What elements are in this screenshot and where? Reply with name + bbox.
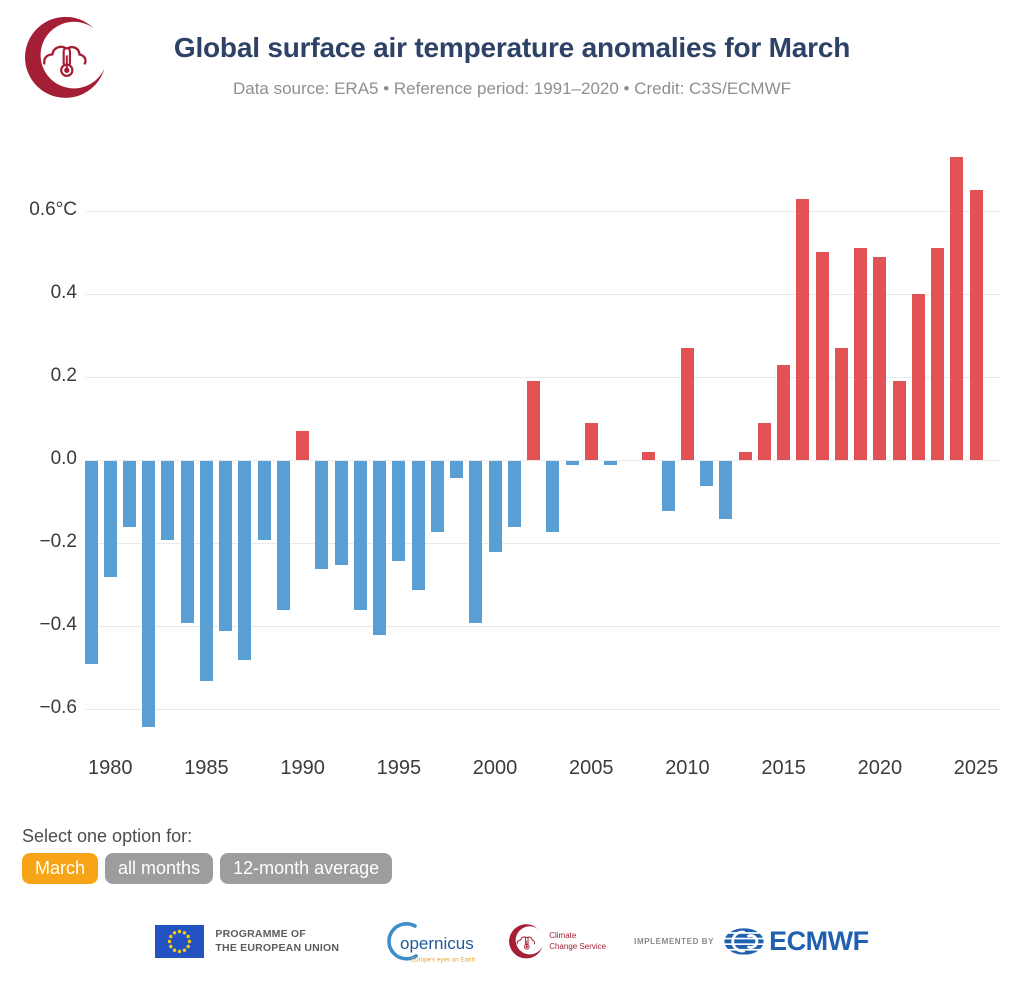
bar-2000[interactable] — [488, 461, 502, 552]
bar-1992[interactable] — [334, 461, 348, 565]
c3s-footer-icon — [507, 923, 545, 961]
bar-1987[interactable] — [238, 461, 252, 660]
bar-2012[interactable] — [719, 461, 733, 519]
bar-2001[interactable] — [507, 461, 521, 527]
bar-2002[interactable] — [527, 381, 541, 460]
bar-1991[interactable] — [315, 461, 329, 569]
bar-1988[interactable] — [257, 461, 271, 540]
x-axis-tick-label: 2025 — [953, 757, 999, 779]
controls: Select one option for: March all months … — [22, 826, 1024, 884]
footer-logos: PROGRAMME OF THE EUROPEAN UNION opernicu… — [0, 918, 1024, 965]
gridline — [86, 294, 1000, 295]
bar-chart: 0.6°C 0.4 0.2 0.0 −0.2 −0.4 −0.6 1980 1985 1990 19… — [29, 146, 1000, 779]
y-axis-tick-label: −0.6 — [39, 696, 77, 718]
bar-1999[interactable] — [469, 461, 483, 623]
bar-1995[interactable] — [392, 461, 406, 561]
bar-2024[interactable] — [950, 157, 964, 460]
c3s-footer-logo: Climate Change Service — [507, 923, 606, 961]
x-axis-tick-label: 2000 — [472, 757, 518, 779]
y-axis-tick-label: 0.0 — [50, 447, 77, 469]
option-12-month-average[interactable]: 12-month average — [220, 853, 393, 884]
ecmwf-logo: ECMWF — [723, 926, 869, 957]
eu-programme-label: PROGRAMME OF THE EUROPEAN UNION — [215, 927, 340, 954]
c3s-footer-label: Climate Change Service — [549, 930, 607, 951]
bar-1989[interactable] — [276, 461, 290, 610]
bar-1993[interactable] — [353, 461, 367, 610]
option-all-months[interactable]: all months — [105, 853, 214, 884]
bar-2021[interactable] — [892, 381, 906, 460]
x-axis-tick-label: 2015 — [761, 757, 806, 779]
ecmwf-label: ECMWF — [769, 926, 869, 956]
x-axis-tick-label: 1995 — [376, 757, 422, 779]
option-chips: March all months 12-month average — [22, 853, 1024, 884]
bar-1982[interactable] — [142, 461, 156, 727]
x-axis-tick-label: 1985 — [184, 757, 229, 779]
bar-2008[interactable] — [642, 452, 656, 460]
bar-2025[interactable] — [969, 190, 983, 460]
bar-2014[interactable] — [757, 423, 771, 460]
bar-1994[interactable] — [373, 461, 387, 635]
bar-2004[interactable] — [565, 461, 579, 465]
bar-1998[interactable] — [450, 461, 464, 478]
bar-1979[interactable] — [84, 461, 98, 664]
bar-2011[interactable] — [700, 461, 714, 486]
y-axis-tick-label: −0.4 — [39, 613, 77, 635]
bar-2003[interactable] — [546, 461, 560, 532]
y-axis-tick-label: 0.2 — [50, 364, 77, 386]
x-axis-tick-label: 1980 — [87, 757, 133, 779]
x-axis-tick-label: 2005 — [568, 757, 614, 779]
bar-1990[interactable] — [296, 431, 310, 460]
gridline — [86, 211, 1000, 212]
gridline — [86, 377, 1000, 378]
svg-text:Europe's eyes on Earth: Europe's eyes on Earth — [411, 957, 476, 964]
header: Global surface air temperature anomalies… — [0, 0, 1024, 146]
y-axis-tick-label: −0.2 — [39, 530, 77, 552]
page-title: Global surface air temperature anomalies… — [173, 32, 851, 63]
x-axis-tick-label: 2020 — [857, 757, 903, 779]
y-axis-tick-label: 0.6°C — [29, 198, 77, 220]
bar-1986[interactable] — [219, 461, 233, 631]
bar-2022[interactable] — [911, 294, 925, 460]
bar-2015[interactable] — [777, 365, 791, 460]
bar-2023[interactable] — [931, 248, 945, 460]
implemented-by-label: IMPLEMENTED BY — [634, 937, 715, 946]
bar-2013[interactable] — [738, 452, 752, 460]
bar-1980[interactable] — [103, 461, 117, 577]
y-axis-tick-label: 0.4 — [50, 281, 77, 303]
bar-1985[interactable] — [199, 461, 213, 681]
eu-flag-icon — [155, 925, 205, 958]
gridline — [86, 626, 1000, 627]
controls-label: Select one option for: — [22, 826, 193, 846]
bar-2010[interactable] — [680, 348, 694, 460]
bar-2020[interactable] — [873, 257, 887, 460]
eu-stars — [168, 929, 192, 954]
gridline — [86, 709, 1000, 710]
gridline — [86, 543, 1000, 544]
bar-2006[interactable] — [603, 461, 617, 465]
bar-2016[interactable] — [796, 199, 810, 460]
bar-1981[interactable] — [122, 461, 136, 527]
copernicus-logo: opernicus Europe's eyes on Earth — [387, 922, 476, 964]
bar-2005[interactable] — [584, 423, 598, 460]
bar-2009[interactable] — [661, 461, 675, 511]
bar-1983[interactable] — [161, 461, 175, 540]
x-axis-tick-label: 2010 — [665, 757, 710, 779]
ecmwf-emblem-icon — [724, 928, 764, 955]
gridline — [86, 460, 1000, 461]
bar-2018[interactable] — [834, 348, 848, 460]
svg-text:opernicus: opernicus — [400, 934, 474, 953]
bar-2019[interactable] — [854, 248, 868, 460]
option-march[interactable]: March — [22, 853, 99, 884]
bar-1984[interactable] — [180, 461, 194, 623]
x-axis-tick-label: 1990 — [280, 757, 325, 779]
c3s-header-logo-icon — [20, 14, 110, 104]
bar-1996[interactable] — [411, 461, 425, 590]
page-subtitle: Data source: ERA5 • Reference period: 19… — [232, 79, 792, 98]
bar-2017[interactable] — [815, 252, 829, 460]
bar-1997[interactable] — [430, 461, 444, 532]
